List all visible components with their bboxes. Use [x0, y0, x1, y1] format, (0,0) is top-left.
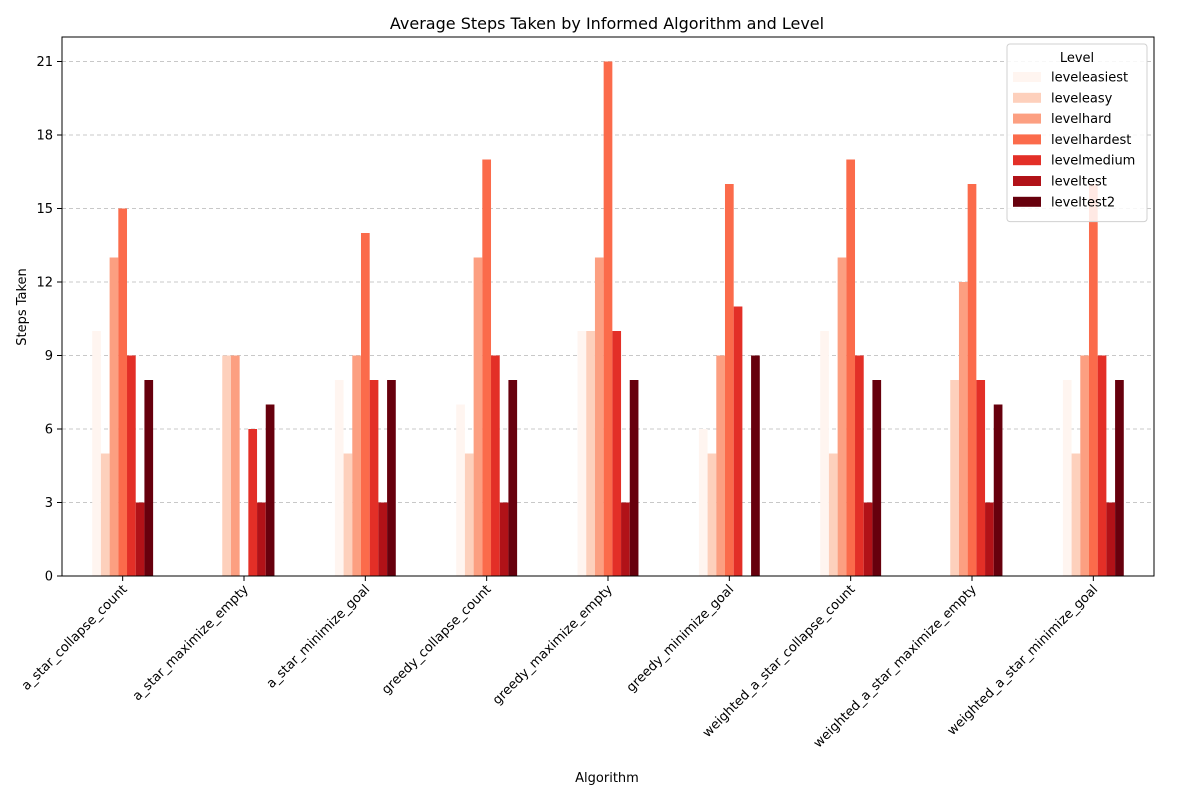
legend-label-levelmedium: levelmedium [1051, 154, 1135, 169]
plot-frame [61, 36, 1155, 577]
legend-swatch-levelmedium [1013, 155, 1041, 166]
bar-leveltest2-a_star_maximize_empty [265, 404, 275, 576]
bar-leveltest-greedy_collapse_count [499, 502, 509, 576]
bar-levelhardest-greedy_collapse_count [482, 159, 492, 576]
x-tick-label: weighted_a_star_minimize_goal [945, 582, 1101, 738]
bar-leveltest-greedy_maximize_empty [621, 502, 630, 576]
bar-levelhardest-a_star_minimize_goal [360, 233, 370, 576]
legend-label-leveleasiest: leveleasiest [1051, 71, 1128, 86]
bar-levelhardest-greedy_maximize_empty [603, 61, 613, 576]
bar-leveleasiest-weighted_a_star_minimize_goal [1062, 380, 1072, 576]
bar-leveltest2-a_star_minimize_goal [387, 380, 396, 576]
bar-leveleasiest-weighted_a_star_collapse_count [820, 331, 829, 576]
bar-leveleasy-greedy_minimize_goal [707, 453, 717, 576]
y-axis-label: Steps Taken [15, 268, 30, 346]
chart-title: Average Steps Taken by Informed Algorith… [390, 14, 824, 33]
legend-label-leveltest: leveltest [1051, 175, 1107, 190]
legend-box [1006, 43, 1148, 223]
legend-swatch-leveltest2 [1013, 196, 1041, 207]
bar-leveltest-a_star_collapse_count [135, 502, 145, 576]
bar-levelmedium-greedy_maximize_empty [612, 331, 622, 576]
bar-levelhardest-a_star_collapse_count [118, 208, 128, 576]
bar-levelhardest-greedy_minimize_goal [724, 184, 734, 576]
x-tick-label: greedy_maximize_empty [490, 582, 616, 708]
bars [92, 61, 1124, 576]
bar-levelhard-a_star_minimize_goal [352, 355, 361, 576]
x-axis-label: Algorithm [575, 771, 639, 786]
y-tick-label: 9 [45, 349, 53, 364]
bar-leveltest-weighted_a_star_minimize_goal [1106, 502, 1116, 576]
bar-levelhard-a_star_maximize_empty [230, 355, 240, 576]
legend: Level leveleasiest leveleasy levelhard level… [1006, 43, 1148, 223]
y-tick-label: 12 [36, 276, 53, 291]
x-tick-label: a_star_collapse_count [19, 582, 130, 693]
bar-leveleasiest-greedy_minimize_goal [698, 429, 708, 576]
bar-leveltest2-weighted_a_star_minimize_goal [1115, 380, 1124, 576]
legend-swatch-levelhard [1013, 113, 1041, 124]
bar-levelhard-weighted_a_star_maximize_empty [958, 282, 968, 576]
y-tick-label: 21 [36, 55, 53, 70]
bar-leveltest2-weighted_a_star_collapse_count [872, 380, 882, 576]
bar-leveltest2-greedy_maximize_empty [629, 380, 639, 576]
bar-levelhardest-weighted_a_star_collapse_count [846, 159, 856, 576]
bar-leveleasy-weighted_a_star_collapse_count [828, 453, 838, 576]
y-tick-label: 18 [36, 129, 53, 144]
bar-leveleasy-a_star_collapse_count [100, 453, 110, 576]
bar-levelhard-weighted_a_star_collapse_count [837, 257, 847, 576]
bar-levelhard-greedy_collapse_count [473, 257, 483, 576]
legend-swatch-levelhardest [1013, 134, 1041, 145]
y-tick-label: 6 [45, 423, 53, 438]
bar-levelhardest-weighted_a_star_maximize_empty [967, 184, 977, 576]
y-tick-label: 15 [36, 202, 53, 217]
bar-levelmedium-weighted_a_star_maximize_empty [976, 380, 986, 576]
bar-leveleasiest-a_star_minimize_goal [334, 380, 344, 576]
bar-leveleasiest-greedy_maximize_empty [577, 331, 587, 576]
bar-leveltest-weighted_a_star_maximize_empty [985, 502, 994, 576]
bar-levelhard-greedy_maximize_empty [594, 257, 604, 576]
bar-levelmedium-a_star_collapse_count [127, 355, 136, 576]
bar-levelmedium-weighted_a_star_minimize_goal [1097, 355, 1107, 576]
legend-label-levelhardest: levelhardest [1051, 133, 1131, 148]
bar-levelhard-a_star_collapse_count [109, 257, 119, 576]
x-tick-label: greedy_minimize_goal [624, 582, 737, 695]
legend-label-leveltest2: leveltest2 [1051, 195, 1115, 210]
bar-leveleasy-greedy_collapse_count [464, 453, 474, 576]
bar-levelhard-weighted_a_star_minimize_goal [1080, 355, 1089, 576]
bar-levelhardest-weighted_a_star_minimize_goal [1088, 184, 1098, 576]
bar-levelmedium-weighted_a_star_collapse_count [855, 355, 864, 576]
bar-leveleasy-weighted_a_star_minimize_goal [1071, 453, 1081, 576]
bar-leveltest2-greedy_collapse_count [508, 380, 518, 576]
bar-leveleasy-a_star_maximize_empty [222, 355, 231, 576]
bar-leveltest-a_star_maximize_empty [257, 502, 266, 576]
bar-leveltest2-weighted_a_star_maximize_empty [993, 404, 1003, 576]
bar-leveltest2-greedy_minimize_goal [751, 355, 760, 576]
bar-levelmedium-greedy_collapse_count [491, 355, 500, 576]
bar-leveltest-a_star_minimize_goal [378, 502, 388, 576]
x-tick-label: a_star_minimize_goal [264, 582, 373, 691]
legend-swatch-leveleasy [1013, 92, 1041, 103]
bar-leveleasy-weighted_a_star_maximize_empty [950, 380, 959, 576]
bar-leveleasiest-greedy_collapse_count [456, 404, 465, 576]
legend-swatch-leveltest [1013, 176, 1041, 186]
bar-levelhard-greedy_minimize_goal [716, 355, 725, 576]
y-tick-label: 3 [45, 496, 53, 511]
x-tick-label: greedy_collapse_count [379, 582, 494, 697]
bar-leveltest-weighted_a_star_collapse_count [863, 502, 873, 576]
bar-leveleasiest-a_star_collapse_count [92, 331, 101, 576]
bar-leveleasy-greedy_maximize_empty [586, 331, 595, 576]
legend-label-levelhard: levelhard [1051, 112, 1112, 127]
bar-levelmedium-a_star_minimize_goal [369, 380, 379, 576]
legend-swatch-leveleasiest [1013, 72, 1041, 82]
x-tick-label: a_star_maximize_empty [130, 582, 252, 704]
bar-leveltest2-a_star_collapse_count [144, 380, 154, 576]
legend-label-leveleasy: leveleasy [1051, 91, 1113, 106]
bar-levelmedium-a_star_maximize_empty [248, 429, 258, 576]
bar-levelmedium-greedy_minimize_goal [733, 306, 743, 576]
y-tick-label: 0 [45, 570, 53, 585]
legend-title: Level [1060, 51, 1094, 66]
bar-leveleasy-a_star_minimize_goal [343, 453, 353, 576]
